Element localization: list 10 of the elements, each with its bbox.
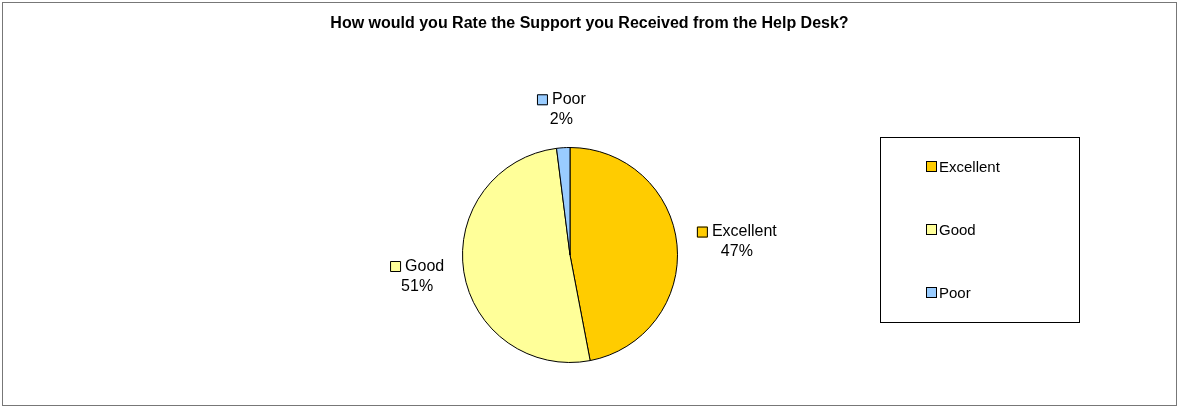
legend-label: Good [405, 256, 445, 274]
chart-title: How would you Rate the Support you Received from the Help Desk? [329, 14, 850, 32]
legend-label: Poor [551, 90, 587, 108]
category-label: Poor [939, 284, 971, 301]
category-label: Excellent [939, 158, 1000, 175]
data-label: 47% [720, 242, 753, 260]
data-label: 2% [549, 110, 573, 128]
data-label: 51% [401, 276, 434, 294]
category-label: Good [939, 221, 976, 238]
legend-label: Excellent [711, 222, 778, 240]
